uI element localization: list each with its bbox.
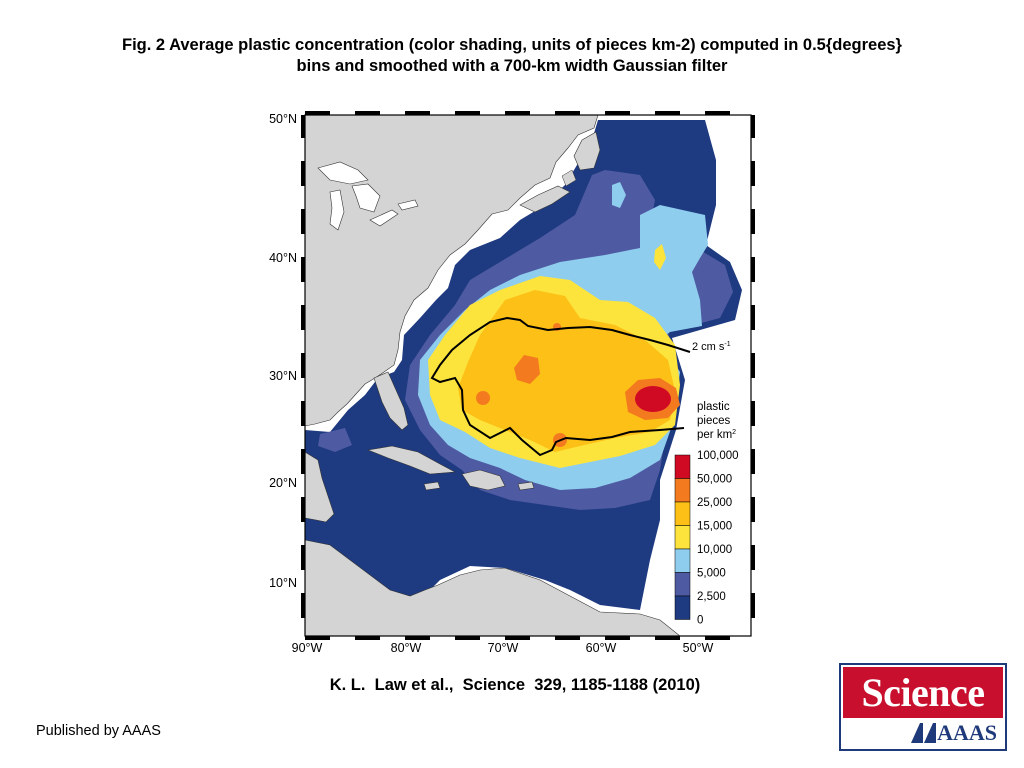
concentration-zone-25000-50000-central xyxy=(514,355,540,384)
velocity-contour-line xyxy=(430,316,691,457)
concentration-spot-a xyxy=(476,391,490,405)
science-aaas-logo: Science AAAS xyxy=(839,663,1007,751)
colorbar-title-2: pieces xyxy=(697,415,730,427)
lat-label-50n: 50°N xyxy=(269,112,297,126)
hispaniola-island xyxy=(461,469,506,491)
cuba-island xyxy=(366,445,457,475)
lat-label-40n: 40°N xyxy=(269,251,297,265)
lon-label-50w: 50°W xyxy=(683,641,714,655)
nova-scotia xyxy=(519,185,571,213)
citation: K. L. Law et al., Science 329, 1185-1188… xyxy=(329,676,701,694)
colorbar-level-label-4: 10,000 xyxy=(697,544,732,556)
caption-line-1: Fig. 2 Average plastic concentration (co… xyxy=(122,36,902,54)
colorbar-legend: plastic pieces per km2 100,000 50,000 25,0… xyxy=(674,401,739,627)
colorbar-swatch-6 xyxy=(674,595,691,620)
puerto-rico-island xyxy=(517,481,535,491)
colorbar-swatch-5 xyxy=(674,572,691,597)
lon-label-90w: 90°W xyxy=(292,641,323,655)
lake-erie xyxy=(369,209,399,227)
lon-label-80w: 80°W xyxy=(391,641,422,655)
cape-breton xyxy=(561,169,577,187)
map-frame xyxy=(301,111,755,640)
central-america-isthmus xyxy=(305,539,681,636)
jamaica-island xyxy=(423,481,441,491)
colorbar-level-label-1: 50,000 xyxy=(697,474,732,486)
colorbar-swatch-0 xyxy=(674,454,691,479)
lake-michigan xyxy=(329,189,345,231)
aaas-logo-icon xyxy=(911,723,937,743)
colorbar-swatch-1 xyxy=(674,478,691,503)
science-wordmark-box: Science xyxy=(843,667,1003,718)
concentration-zone-2500-5000-west xyxy=(318,428,352,452)
colorbar-swatch-4 xyxy=(674,548,691,573)
north-america-landmass xyxy=(305,115,599,427)
colorbar-swatch-3 xyxy=(674,525,691,550)
figure-caption: Fig. 2 Average plastic concentration (co… xyxy=(20,35,1004,77)
colorbar-level-label-6: 2,500 xyxy=(697,591,726,603)
lake-huron xyxy=(351,183,381,213)
publisher-credit: Published by AAAS xyxy=(36,723,161,739)
colorbar-level-label-2: 25,000 xyxy=(697,497,732,509)
concentration-zone-10000-15000-north xyxy=(654,244,666,270)
lon-label-60w: 60°W xyxy=(586,641,617,655)
contour-label: 2 cm s-1 xyxy=(692,341,731,353)
colorbar-level-label-5: 5,000 xyxy=(697,568,726,580)
central-america-landmass xyxy=(305,451,335,523)
aaas-text: AAAS xyxy=(937,720,997,745)
colorbar-swatch-2 xyxy=(674,501,691,526)
florida-peninsula xyxy=(373,371,409,431)
concentration-zone-50000-100000 xyxy=(635,386,671,412)
caption-line-2: bins and smoothed with a 700-km width Ga… xyxy=(296,57,728,75)
colorbar-level-label-7: 0 xyxy=(697,615,703,627)
concentration-zone-5000-10000-ne xyxy=(612,182,626,208)
lat-label-30n: 30°N xyxy=(269,369,297,383)
colorbar-title-3: per km2 xyxy=(697,429,736,441)
colorbar-swatches xyxy=(674,454,691,620)
aaas-mark: AAAS xyxy=(911,720,997,745)
lake-ontario xyxy=(397,199,419,211)
lon-label-70w: 70°W xyxy=(488,641,519,655)
science-wordmark: Science xyxy=(861,669,985,715)
lake-superior xyxy=(317,161,369,185)
colorbar-level-label-0: 100,000 xyxy=(697,450,739,462)
colorbar-level-label-3: 15,000 xyxy=(697,521,732,533)
concentration-zone-15000-25000 xyxy=(458,290,676,452)
colorbar-title-1: plastic xyxy=(697,401,730,413)
lat-label-20n: 20°N xyxy=(269,476,297,490)
lat-label-10n: 10°N xyxy=(269,576,297,590)
newfoundland xyxy=(573,131,601,171)
